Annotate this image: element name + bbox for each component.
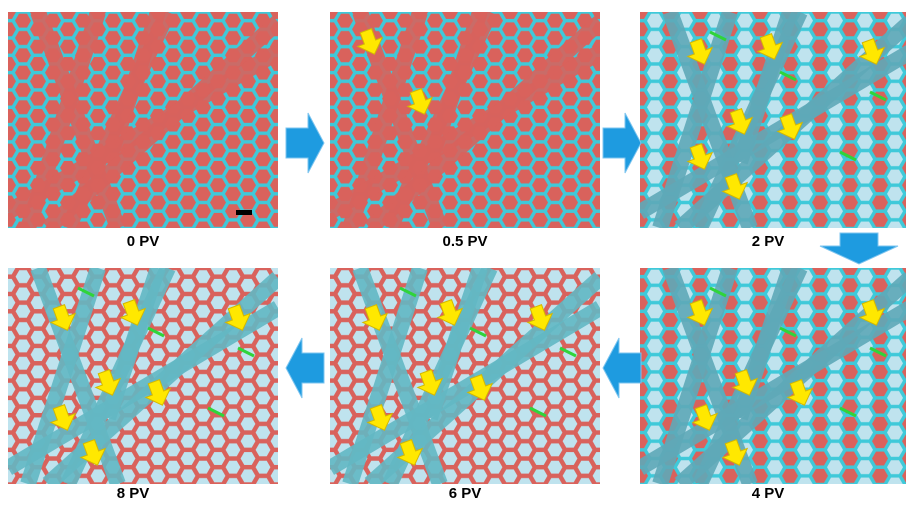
panel [330, 268, 600, 484]
flow-arrow [820, 233, 898, 264]
image [330, 268, 600, 484]
panel [640, 268, 906, 484]
panel-label: 0 PV [127, 233, 160, 250]
panel-label: 0.5 PV [442, 233, 487, 250]
panel-label: 8 PV [117, 485, 150, 502]
panel [330, 12, 600, 228]
flow-arrow [603, 113, 641, 173]
panel [8, 12, 278, 228]
image [8, 12, 278, 228]
flow-arrow [286, 338, 324, 398]
panel-label: 2 PV [752, 233, 785, 250]
image [640, 12, 906, 228]
figure: 0 PV 0.5 PV 2 PV 4 PV 6 PV 8 PV [0, 0, 906, 505]
panel-label: 6 PV [449, 485, 482, 502]
image [640, 268, 906, 484]
flow-arrow [286, 113, 324, 173]
panel [640, 12, 906, 228]
panel-label: 4 PV [752, 485, 785, 502]
scale-bar [236, 210, 252, 215]
image [330, 12, 600, 228]
flow-arrow [603, 338, 641, 398]
panel [8, 268, 278, 484]
image [8, 268, 278, 484]
